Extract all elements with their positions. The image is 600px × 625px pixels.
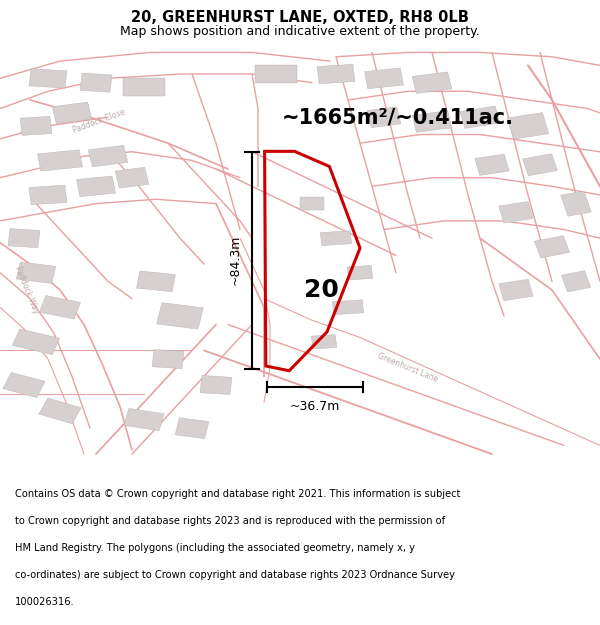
Polygon shape bbox=[20, 116, 52, 136]
Polygon shape bbox=[52, 102, 92, 124]
Polygon shape bbox=[507, 112, 549, 139]
Polygon shape bbox=[8, 229, 40, 248]
Polygon shape bbox=[562, 271, 590, 292]
Polygon shape bbox=[124, 408, 164, 431]
Polygon shape bbox=[561, 191, 591, 216]
Polygon shape bbox=[365, 68, 403, 89]
Text: ~84.3m: ~84.3m bbox=[228, 235, 241, 286]
Text: HM Land Registry. The polygons (including the associated geometry, namely x, y: HM Land Registry. The polygons (includin… bbox=[15, 542, 415, 552]
Polygon shape bbox=[29, 69, 67, 88]
Polygon shape bbox=[499, 279, 533, 301]
Polygon shape bbox=[367, 107, 401, 128]
Polygon shape bbox=[499, 201, 533, 223]
Polygon shape bbox=[317, 64, 355, 84]
Polygon shape bbox=[523, 154, 557, 176]
Polygon shape bbox=[320, 231, 352, 246]
Text: Contains OS data © Crown copyright and database right 2021. This information is : Contains OS data © Crown copyright and d… bbox=[15, 489, 460, 499]
Polygon shape bbox=[40, 296, 80, 319]
Polygon shape bbox=[80, 73, 112, 92]
Polygon shape bbox=[157, 302, 203, 329]
Text: ~36.7m: ~36.7m bbox=[290, 400, 340, 413]
Text: Paddock Close: Paddock Close bbox=[72, 108, 127, 135]
Polygon shape bbox=[460, 106, 500, 128]
Polygon shape bbox=[39, 398, 81, 424]
Polygon shape bbox=[137, 271, 175, 292]
Polygon shape bbox=[77, 176, 115, 197]
Polygon shape bbox=[311, 334, 337, 349]
Text: co-ordinates) are subject to Crown copyright and database rights 2023 Ordnance S: co-ordinates) are subject to Crown copyr… bbox=[15, 569, 455, 579]
Polygon shape bbox=[332, 300, 364, 314]
Polygon shape bbox=[175, 418, 209, 439]
Polygon shape bbox=[123, 78, 165, 96]
Polygon shape bbox=[535, 236, 569, 258]
Text: 100026316.: 100026316. bbox=[15, 597, 74, 607]
Polygon shape bbox=[38, 150, 82, 171]
Polygon shape bbox=[200, 376, 232, 394]
Polygon shape bbox=[475, 154, 509, 176]
Polygon shape bbox=[115, 168, 149, 188]
Text: to Crown copyright and database rights 2023 and is reproduced with the permissio: to Crown copyright and database rights 2… bbox=[15, 516, 445, 526]
Text: 20, GREENHURST LANE, OXTED, RH8 0LB: 20, GREENHURST LANE, OXTED, RH8 0LB bbox=[131, 9, 469, 24]
Polygon shape bbox=[300, 197, 324, 210]
Polygon shape bbox=[3, 372, 45, 398]
Text: Map shows position and indicative extent of the property.: Map shows position and indicative extent… bbox=[120, 24, 480, 38]
Polygon shape bbox=[255, 66, 297, 82]
Polygon shape bbox=[412, 111, 452, 132]
Polygon shape bbox=[29, 185, 67, 205]
Text: Greenhurst Lane: Greenhurst Lane bbox=[377, 351, 439, 384]
Text: ~1665m²/~0.411ac.: ~1665m²/~0.411ac. bbox=[282, 107, 514, 127]
Text: Paddock Way: Paddock Way bbox=[13, 265, 41, 315]
Polygon shape bbox=[16, 262, 56, 284]
Polygon shape bbox=[152, 349, 184, 369]
Polygon shape bbox=[88, 146, 128, 167]
Polygon shape bbox=[347, 266, 373, 280]
Text: 20: 20 bbox=[304, 278, 338, 302]
Polygon shape bbox=[13, 329, 59, 354]
Polygon shape bbox=[412, 72, 452, 93]
